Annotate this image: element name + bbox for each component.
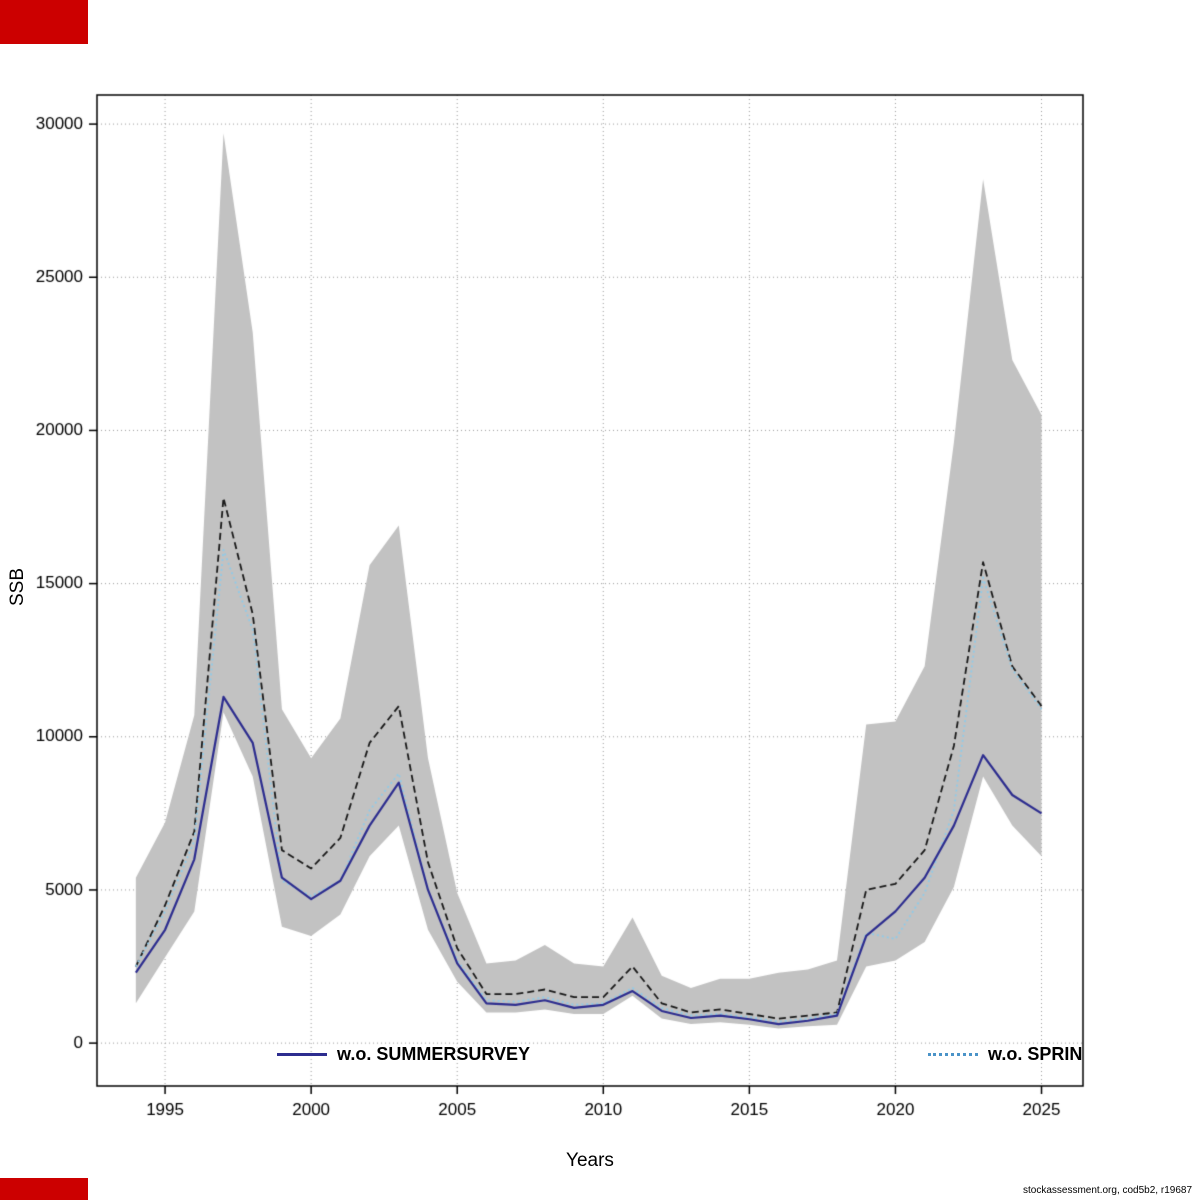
x-axis-label: Years bbox=[566, 1150, 614, 1171]
footer-credit-text: stockassessment.org, cod5b2, r19687 bbox=[1023, 1185, 1192, 1196]
y-axis-label: SSB bbox=[7, 567, 28, 607]
legend-label-summersurvey: w.o. SUMMERSURVEY bbox=[337, 1043, 531, 1064]
legend-label-springsurvey: w.o. SPRIN bbox=[988, 1043, 1083, 1064]
legend-item-summersurvey: w.o. SUMMERSURVEY bbox=[277, 1042, 530, 1066]
red-corner-block-bottom-left bbox=[0, 1178, 88, 1200]
legend-line-sample-summersurvey bbox=[277, 1052, 327, 1056]
legend-item-springsurvey: w.o. SPRIN bbox=[928, 1042, 1083, 1066]
legend-line-sample-springsurvey bbox=[928, 1052, 978, 1056]
red-corner-block-top-left bbox=[0, 0, 88, 44]
